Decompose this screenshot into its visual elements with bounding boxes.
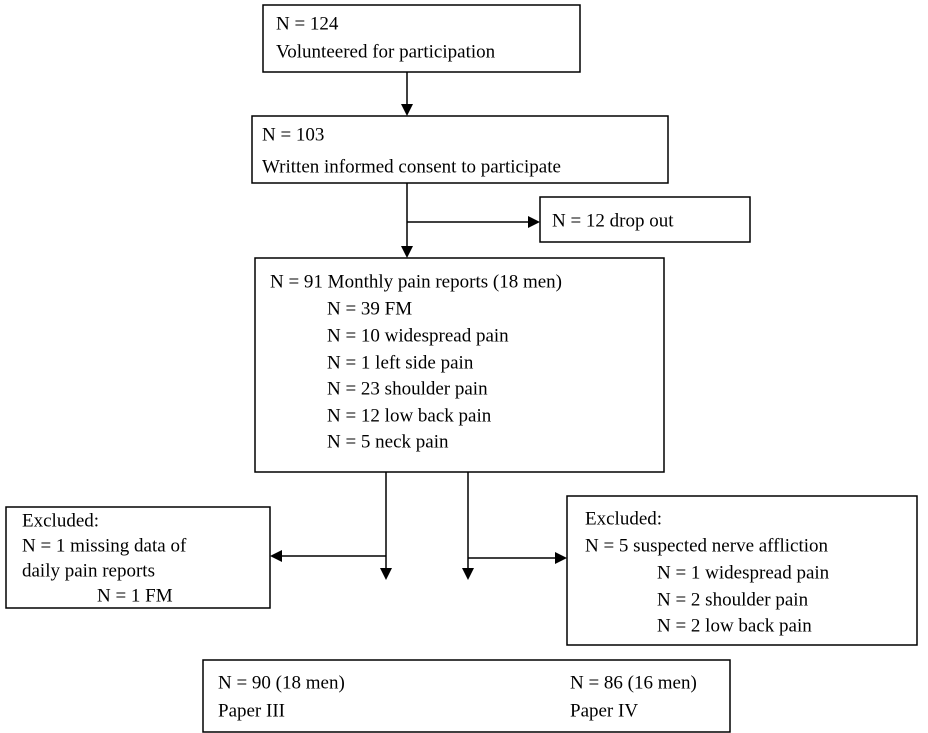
box xyxy=(251,115,669,184)
node-text: Volunteered for participation xyxy=(276,41,496,62)
node-text: N = 91 Monthly pain reports (18 men) xyxy=(270,271,562,292)
arrowhead xyxy=(528,216,540,228)
node-text: Paper IV xyxy=(570,700,638,721)
arrowhead xyxy=(401,104,413,116)
node-text: N = 10 widespread pain xyxy=(327,325,509,346)
box xyxy=(566,495,918,646)
node-text: N = 103 xyxy=(262,124,324,145)
box xyxy=(262,4,581,73)
node-text: Excluded: xyxy=(22,510,99,531)
arrowhead xyxy=(462,568,474,580)
node-text: N = 2 low back pain xyxy=(657,615,812,636)
node-text: N = 5 suspected nerve affliction xyxy=(585,535,829,556)
arrowhead xyxy=(380,568,392,580)
node-text: N = 1 missing data of xyxy=(22,535,187,556)
node-text: N = 5 neck pain xyxy=(327,431,449,452)
node-text: N = 1 FM xyxy=(97,585,173,606)
node-text: N = 124 xyxy=(276,13,339,34)
box xyxy=(254,257,665,473)
node-text: Excluded: xyxy=(585,508,662,529)
node-text: N = 86 (16 men) xyxy=(570,672,697,693)
node-text: N = 39 FM xyxy=(327,298,412,319)
node-text: N = 12 low back pain xyxy=(327,405,492,426)
box xyxy=(202,659,731,733)
arrowhead xyxy=(555,552,567,564)
node-text: N = 1 widespread pain xyxy=(657,562,830,583)
connectors xyxy=(270,72,567,580)
node-text: N = 1 left side pain xyxy=(327,352,474,373)
arrowhead xyxy=(401,246,413,258)
node-text: Paper III xyxy=(218,700,285,721)
node-text: N = 2 shoulder pain xyxy=(657,589,809,610)
box xyxy=(539,196,751,243)
node-text: N = 90 (18 men) xyxy=(218,672,345,693)
node-text: N = 23 shoulder pain xyxy=(327,378,488,399)
arrowhead xyxy=(270,550,282,562)
node-text: N = 12 drop out xyxy=(552,210,674,231)
node-text: Written informed consent to participate xyxy=(262,156,561,177)
node-text: daily pain reports xyxy=(22,560,155,581)
box xyxy=(5,506,271,609)
